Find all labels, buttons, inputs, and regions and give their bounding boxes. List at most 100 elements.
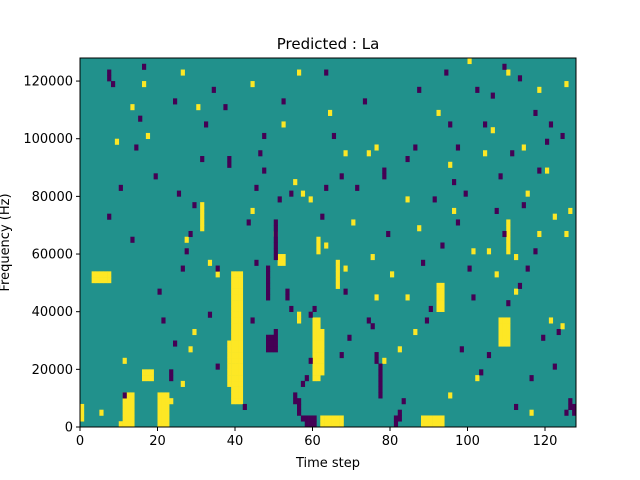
heatmap-cell: [235, 340, 240, 347]
heatmap-cell: [324, 184, 329, 191]
heatmap-cell: [537, 167, 542, 174]
heatmap-cell: [331, 132, 337, 140]
heatmap-cell: [122, 415, 127, 422]
heatmap-cell: [273, 230, 278, 238]
heatmap-cell: [227, 340, 232, 347]
heatmap-cell: [382, 173, 387, 180]
heatmap-cell: [111, 81, 116, 88]
heatmap-cell: [80, 409, 85, 416]
heatmap-cell: [273, 254, 278, 261]
heatmap-cell: [494, 207, 499, 214]
heatmap-cell: [122, 421, 127, 428]
heatmap-cell: [506, 236, 511, 243]
heatmap-cell: [238, 392, 244, 399]
heatmap-cell: [238, 300, 244, 307]
heatmap-cell: [231, 277, 236, 284]
heatmap-cell: [320, 328, 325, 336]
heatmap-cell: [521, 144, 526, 151]
heatmap-cell: [552, 213, 557, 220]
heatmap-cell: [281, 259, 286, 266]
heatmap-cell: [227, 352, 232, 359]
heatmap-cell: [378, 375, 383, 382]
heatmap-cell: [161, 392, 166, 399]
y-tick-label: 120000: [23, 75, 73, 90]
heatmap-cell: [231, 380, 236, 387]
heatmap-cell: [231, 357, 236, 364]
heatmap-cell: [541, 334, 546, 341]
heatmap-cell: [312, 305, 317, 312]
heatmap-cell: [99, 277, 104, 284]
heatmap-cell: [568, 207, 573, 214]
heatmap-cell: [440, 288, 445, 295]
heatmap-cell: [320, 415, 325, 422]
heatmap-cell: [130, 398, 135, 405]
heatmap-cell: [568, 403, 573, 411]
heatmap-cell: [235, 271, 240, 278]
heatmap-cell: [366, 317, 371, 324]
heatmap-cell: [351, 219, 356, 226]
heatmap-cell: [238, 334, 244, 341]
heatmap-cell: [517, 282, 523, 289]
heatmap-cell: [231, 328, 236, 336]
heatmap-cell: [126, 415, 131, 422]
heatmap-cell: [238, 317, 244, 324]
heatmap-cell: [506, 334, 511, 341]
heatmap-cell: [266, 271, 271, 278]
heatmap-cell: [397, 415, 402, 422]
heatmap-cell: [231, 317, 236, 324]
heatmap-cells: [80, 58, 577, 428]
heatmap-cell: [169, 398, 174, 405]
heatmap-cell: [525, 190, 530, 197]
heatmap-cell: [448, 121, 453, 128]
heatmap-cell: [320, 352, 325, 359]
heatmap-cell: [514, 254, 519, 261]
heatmap-cell: [266, 265, 271, 272]
heatmap-cell: [308, 311, 313, 318]
heatmap-cell: [238, 346, 244, 353]
heatmap-cell: [188, 230, 193, 238]
heatmap-cell: [312, 323, 317, 330]
heatmap-cell: [238, 363, 244, 370]
heatmap-cell: [126, 403, 131, 411]
heatmap-cell: [223, 104, 228, 111]
heatmap-cell: [293, 392, 298, 399]
heatmap-cell: [103, 271, 108, 278]
heatmap-cell: [405, 196, 410, 203]
heatmap-cell: [142, 369, 147, 376]
heatmap-cell: [316, 248, 321, 255]
heatmap-cell: [362, 98, 368, 105]
heatmap-cell: [386, 230, 391, 238]
heatmap-cell: [161, 421, 166, 428]
heatmap-cell: [308, 415, 313, 422]
heatmap-cell: [413, 328, 418, 336]
heatmap-cell: [498, 317, 503, 324]
heatmap-cell: [231, 288, 236, 295]
heatmap-cell: [432, 421, 437, 428]
heatmap-cell: [331, 415, 337, 422]
heatmap-cell: [494, 271, 499, 278]
heatmap-cell: [184, 236, 189, 243]
heatmap-cell: [432, 415, 437, 422]
heatmap-cell: [266, 346, 271, 353]
heatmap-cell: [467, 265, 472, 272]
heatmap-cell: [324, 421, 329, 428]
heatmap-cell: [502, 63, 507, 70]
heatmap-cell: [498, 173, 503, 180]
heatmap-cell: [142, 63, 147, 70]
heatmap-cell: [312, 415, 317, 422]
heatmap-cell: [130, 415, 135, 422]
heatmap-cell: [316, 317, 321, 324]
heatmap-cell: [169, 375, 174, 382]
heatmap-cell: [316, 340, 321, 347]
y-tick-label: 60000: [32, 248, 73, 263]
heatmap-cell: [231, 311, 236, 318]
heatmap-cell: [312, 346, 317, 353]
heatmap-cell: [397, 409, 402, 416]
heatmap-cell: [335, 277, 340, 284]
heatmap-cell: [529, 375, 534, 382]
y-tick-label: 0: [65, 421, 73, 436]
heatmap-cell: [231, 305, 236, 312]
heatmap-cell: [471, 294, 476, 301]
heatmap-cell: [312, 328, 317, 336]
